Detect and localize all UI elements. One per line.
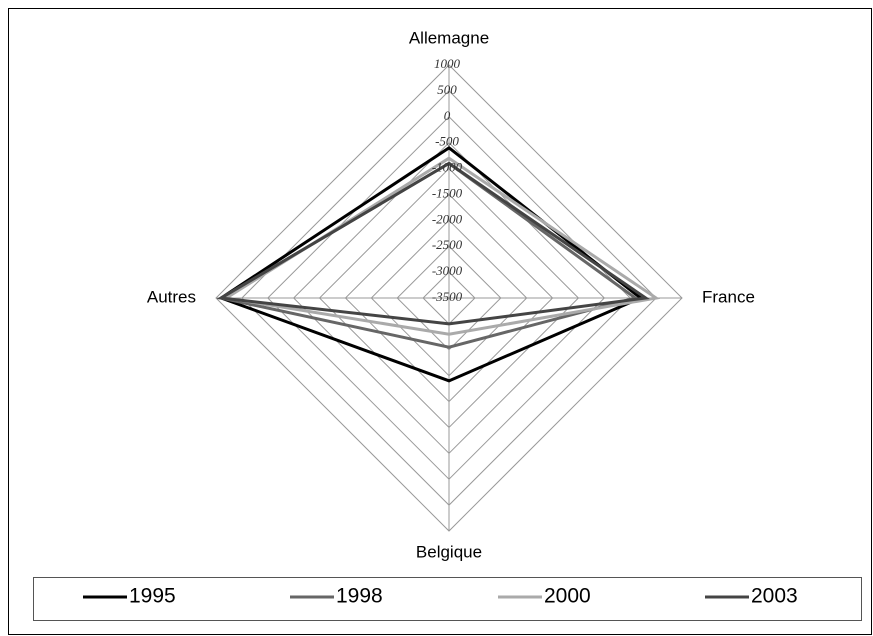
- axis-tick-label: 500: [437, 82, 457, 97]
- category-label: Autres: [147, 287, 196, 306]
- legend-label: 2003: [751, 585, 798, 608]
- legend-box: [33, 577, 862, 621]
- series-line: [217, 145, 644, 383]
- axis-tick-label: -2000: [432, 211, 463, 226]
- category-label: France: [702, 287, 755, 306]
- axis-tick-label: 0: [444, 108, 451, 123]
- axis-tick-label: -1500: [432, 185, 463, 200]
- legend-label: 1995: [129, 585, 176, 608]
- axis-tick-label: -1000: [432, 160, 463, 175]
- axis-tick-label: -500: [435, 134, 459, 149]
- axis-tick-label: -2500: [432, 237, 463, 252]
- legend-label: 2000: [544, 585, 591, 608]
- category-label: Allemagne: [409, 28, 489, 47]
- axis-tick-label: 1000: [434, 56, 461, 71]
- chart-frame: [8, 8, 872, 635]
- series-line: [216, 161, 650, 326]
- axis-tick-label: -3500: [432, 289, 463, 304]
- legend-label: 1998: [336, 585, 383, 608]
- category-label: Belgique: [416, 542, 482, 561]
- axis-tick-label: -3000: [432, 263, 463, 278]
